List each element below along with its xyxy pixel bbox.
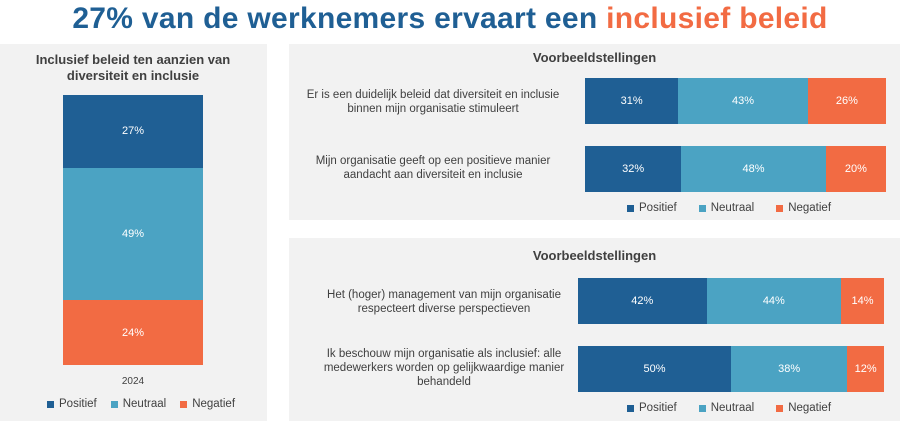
bar-segment-negatief: 14% (841, 278, 884, 324)
bar-segment-neutraal: 43% (678, 78, 808, 124)
legend-item-neutraal: Neutraal (698, 402, 754, 414)
top-right-chart-panel: Voorbeeldstellingen Er is een duidelijk … (289, 44, 900, 220)
data-label: 43% (731, 95, 755, 107)
bar-segment-positief: 50% (578, 346, 731, 392)
legend-item-positief: Positief (627, 402, 677, 414)
bar-segment-positief: 31% (585, 78, 679, 124)
data-label: 38% (778, 363, 801, 375)
legend-item-negatief: Negatief (180, 398, 235, 410)
data-label: 48% (742, 163, 765, 175)
bar-segment-positief: 27% (63, 95, 203, 168)
statement-label: Mijn organisatie geeft op een positieve … (315, 155, 551, 181)
legend-item-neutraal: Neutraal (698, 202, 754, 214)
data-label: 20% (844, 163, 867, 175)
bar-segment-neutraal: 38% (731, 346, 848, 392)
chart-title: Voorbeeldstellingen (532, 248, 657, 263)
data-label: 49% (121, 228, 145, 241)
stacked-bar-row: 31% 43% 26% (585, 78, 886, 124)
vertical-stacked-bar: 27% 49% 24% (63, 95, 203, 365)
title-part-orange: inclusief beleid (606, 2, 828, 35)
bar-segment-negatief: 26% (807, 78, 886, 124)
statement-label: Het (hoger) management van mijn organisa… (327, 289, 561, 315)
bar-segment-neutraal: 49% (63, 167, 203, 301)
statement-label: Er is een duidelijk beleid dat diversite… (306, 89, 560, 115)
chart-title: Voorbeeldstellingen (532, 50, 657, 65)
data-label: 50% (643, 363, 666, 375)
chart-title: Inclusief beleid ten aanzien van diversi… (35, 52, 231, 83)
data-label: 42% (631, 295, 654, 307)
bar-segment-negatief: 12% (847, 346, 884, 392)
legend: Positief Neutraal Negatief (47, 398, 235, 410)
data-label: 26% (835, 95, 858, 107)
bottom-right-chart-panel: Voorbeeldstellingen Het (hoger) manageme… (289, 238, 900, 421)
bar-segment-neutraal: 48% (681, 146, 826, 192)
data-label: 44% (762, 295, 785, 307)
title-part-blue: 27% van de werknemers ervaart een (72, 2, 598, 35)
data-label: 24% (121, 326, 145, 339)
page-title: 27% van de werknemers ervaart een inclus… (0, 0, 900, 40)
x-tick-label: 2024 (121, 376, 145, 387)
left-chart-panel: Inclusief beleid ten aanzien van diversi… (0, 44, 267, 421)
stacked-bar-row: 32% 48% 20% (585, 146, 886, 192)
bar-segment-negatief: 24% (63, 300, 203, 365)
data-label: 14% (851, 295, 874, 307)
bar-segment-negatief: 20% (825, 146, 886, 192)
legend-item-negatief: Negatief (776, 202, 831, 214)
legend: Positief Neutraal Negatief (627, 202, 831, 214)
data-label: 31% (620, 95, 643, 107)
bar-segment-positief: 32% (585, 146, 682, 192)
legend: Positief Neutraal Negatief (627, 402, 831, 414)
stacked-bar-row: 50% 38% 12% (578, 346, 884, 392)
legend-item-positief: Positief (627, 202, 677, 214)
data-label: 12% (854, 363, 877, 375)
data-label: 32% (622, 163, 645, 175)
bar-segment-neutraal: 44% (706, 278, 842, 324)
bar-segment-positief: 42% (578, 278, 707, 324)
statement-label: Ik beschouw mijn organisatie als inclusi… (323, 348, 565, 388)
stacked-bar-row: 42% 44% 14% (578, 278, 884, 324)
legend-item-positief: Positief (47, 398, 97, 410)
legend-item-negatief: Negatief (776, 402, 831, 414)
legend-item-neutraal: Neutraal (110, 398, 166, 410)
data-label: 27% (121, 125, 145, 138)
